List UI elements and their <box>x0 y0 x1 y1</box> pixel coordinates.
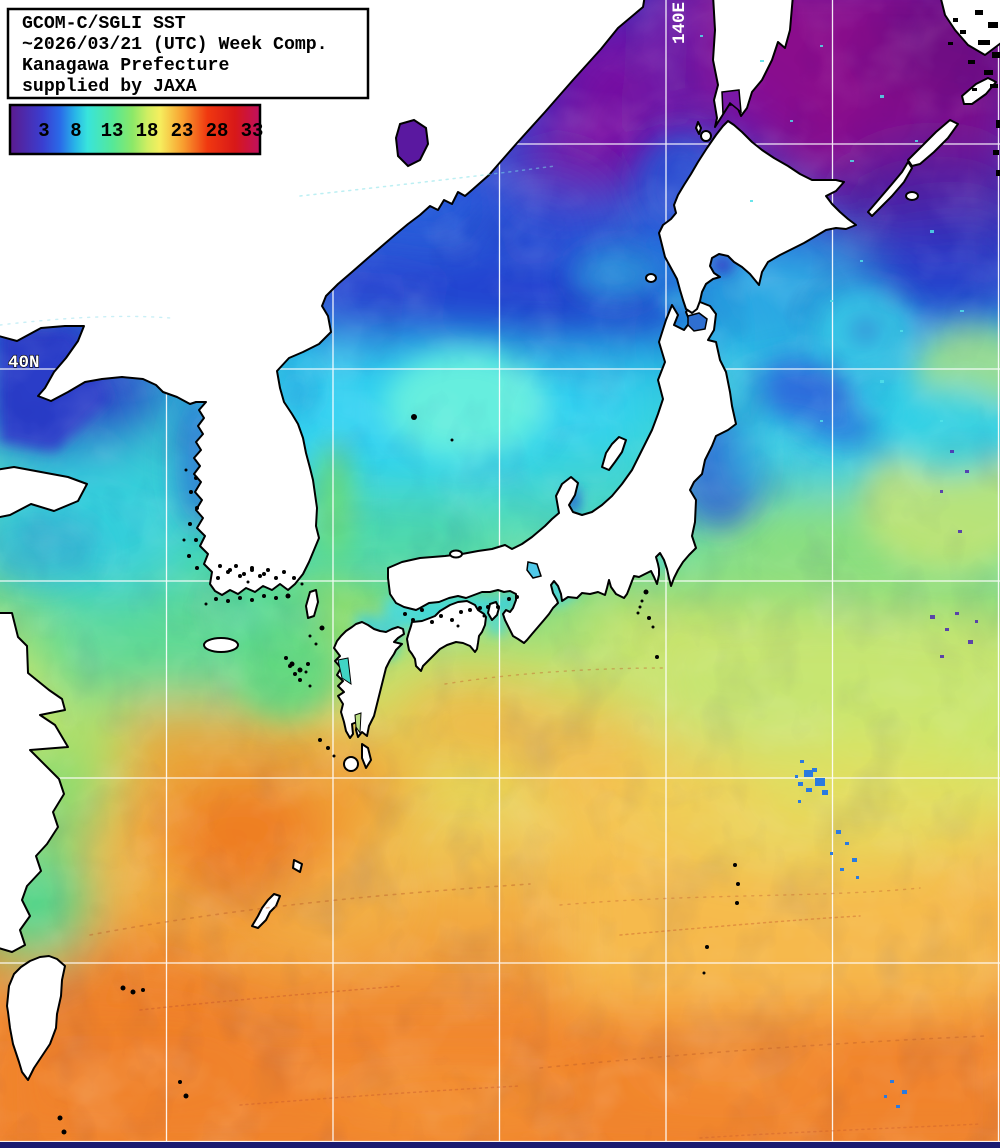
svg-text:28: 28 <box>206 120 229 142</box>
svg-text:supplied by JAXA: supplied by JAXA <box>22 77 197 97</box>
svg-text:13: 13 <box>101 120 124 142</box>
svg-text:8: 8 <box>70 120 81 142</box>
svg-text:Kanagawa Prefecture: Kanagawa Prefecture <box>22 56 229 76</box>
svg-text:18: 18 <box>136 120 159 142</box>
svg-text:~2026/03/21 (UTC) Week Comp.: ~2026/03/21 (UTC) Week Comp. <box>22 35 328 55</box>
svg-text:40N: 40N <box>8 353 40 373</box>
svg-text:140E: 140E <box>670 2 690 44</box>
svg-text:3: 3 <box>38 120 49 142</box>
svg-text:GCOM-C/SGLI SST: GCOM-C/SGLI SST <box>22 14 186 34</box>
svg-text:33: 33 <box>241 120 264 142</box>
svg-text:23: 23 <box>171 120 194 142</box>
